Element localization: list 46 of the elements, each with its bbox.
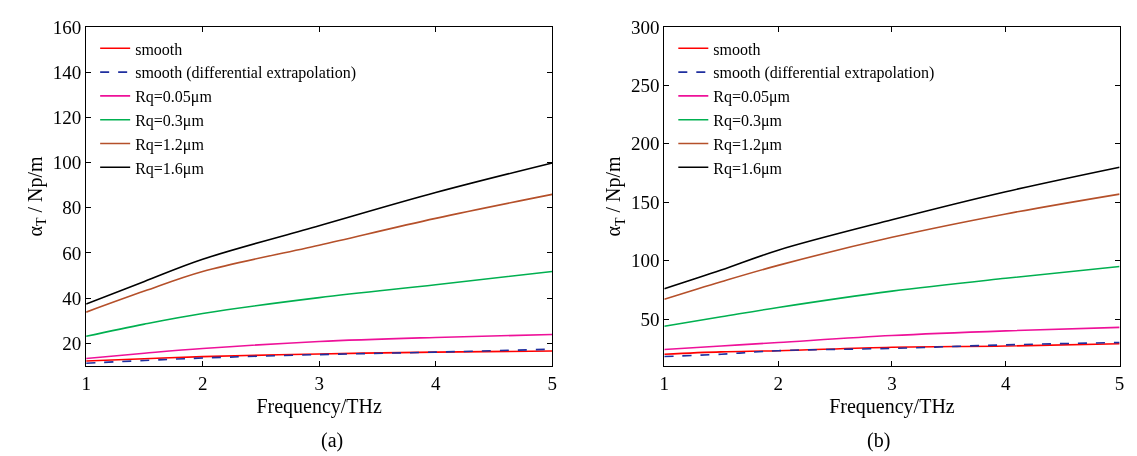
x-tick-label: 2 bbox=[773, 372, 783, 394]
legend-label: Rq=1.2μm bbox=[135, 135, 205, 154]
y-tick-label: 250 bbox=[630, 75, 660, 97]
line-series bbox=[664, 326, 1120, 351]
y-tick-label: 100 bbox=[52, 152, 82, 174]
legend-label: smooth bbox=[713, 40, 761, 58]
y-tick-label: 40 bbox=[62, 287, 82, 309]
text: (b) bbox=[867, 429, 891, 452]
legend-label: Rq=0.3μm bbox=[135, 111, 205, 130]
line-series bbox=[86, 270, 553, 338]
y-tick-label: 150 bbox=[630, 191, 660, 213]
x-tick-label: 5 bbox=[1114, 372, 1125, 394]
y-tick-label: 80 bbox=[62, 197, 82, 219]
x-tick-label: 4 bbox=[1001, 372, 1012, 394]
legend-label: Rq=0.05μm bbox=[135, 88, 213, 107]
line-series bbox=[664, 193, 1120, 301]
line-series bbox=[664, 265, 1120, 327]
legend-label: Rq=1.2μm bbox=[713, 135, 783, 154]
x-tick-label: 5 bbox=[547, 372, 557, 394]
x-tick-label: 3 bbox=[887, 372, 897, 394]
y-tick-label: 160 bbox=[52, 16, 82, 38]
x-tick-label: 4 bbox=[430, 372, 441, 394]
y-tick-label: 50 bbox=[640, 308, 660, 330]
y-tick-label: 20 bbox=[62, 332, 82, 354]
legend-label: Rq=1.6μm bbox=[713, 159, 783, 178]
y-tick-label: 140 bbox=[52, 61, 82, 83]
x-tick-label: 2 bbox=[197, 372, 208, 394]
y-tick-label: 60 bbox=[62, 242, 82, 264]
x-tick-label: 1 bbox=[81, 372, 91, 394]
y-tick-label: 300 bbox=[630, 16, 660, 38]
y-tick-label: 200 bbox=[630, 133, 660, 155]
x-tick-label: 1 bbox=[659, 372, 670, 394]
legend-label: smooth (differential extrapolation) bbox=[713, 64, 935, 83]
legend-label: smooth bbox=[135, 40, 183, 58]
line-series bbox=[86, 333, 553, 360]
legend-label: smooth (differential extrapolation) bbox=[135, 64, 357, 83]
legend-label: Rq=0.3μm bbox=[713, 111, 783, 130]
text: (a) bbox=[321, 429, 344, 452]
y-tick-label: 100 bbox=[630, 250, 660, 272]
y-tick-label: 120 bbox=[52, 106, 82, 128]
legend-label: Rq=0.05μm bbox=[713, 88, 791, 107]
legend-label: Rq=1.6μm bbox=[135, 159, 205, 178]
x-axis-title: Frequency/THz bbox=[256, 395, 383, 419]
x-tick-label: 3 bbox=[314, 372, 324, 394]
x-axis-title: Frequency/THz bbox=[829, 395, 955, 419]
line-series bbox=[86, 193, 553, 313]
